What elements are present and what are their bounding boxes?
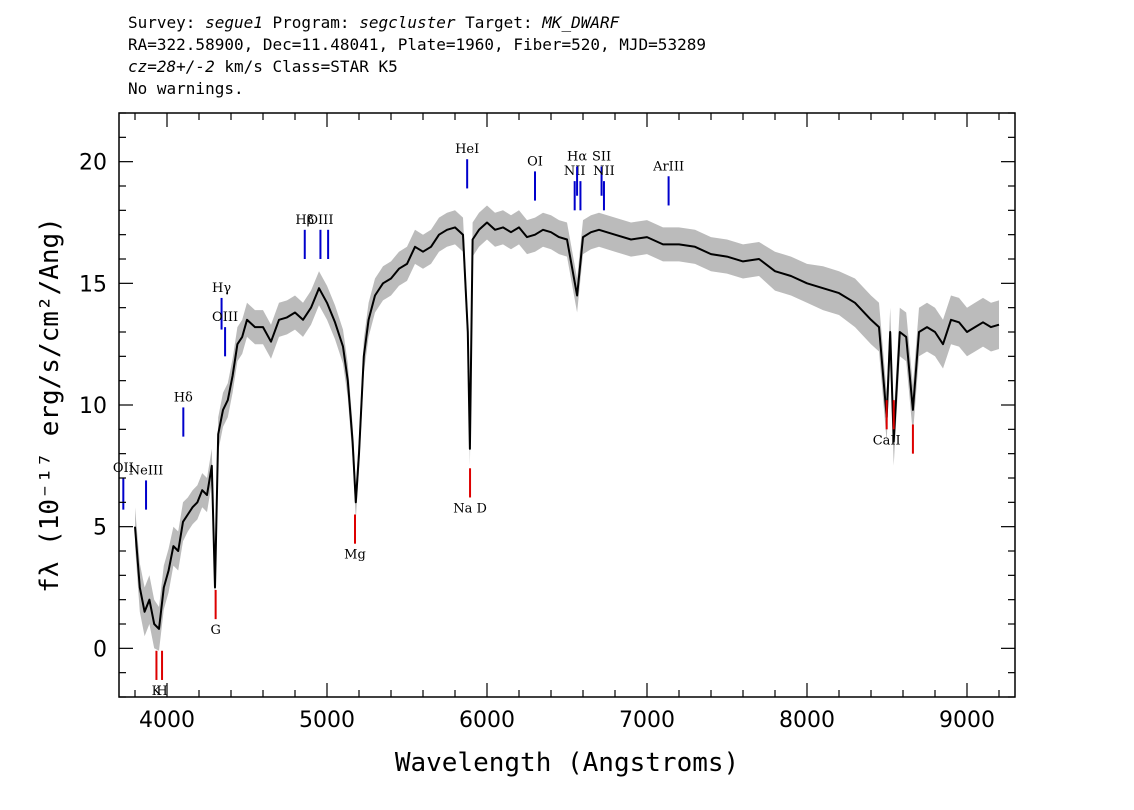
program-label: Program: bbox=[262, 13, 360, 32]
y-tick-label: 20 bbox=[79, 151, 107, 176]
absorption-line-label: K bbox=[152, 684, 162, 699]
y-axis-title: fλ (10⁻¹⁷ erg/s/cm²/Ang) bbox=[35, 217, 65, 593]
header-line-survey: Survey: segue1 Program: segcluster Targe… bbox=[128, 12, 706, 34]
emission-line-label: OIII bbox=[212, 310, 238, 325]
class-value: km/s Class=STAR K5 bbox=[214, 57, 398, 76]
header-line-class: cz=28+/-2 km/s Class=STAR K5 bbox=[128, 56, 706, 78]
emission-line-label: NII bbox=[593, 164, 615, 179]
y-tick-label: 5 bbox=[93, 516, 107, 541]
x-tick-label: 4000 bbox=[139, 708, 195, 733]
x-tick-label: 6000 bbox=[459, 708, 515, 733]
program-value: segcluster bbox=[359, 13, 456, 32]
absorption-line-label: Na D bbox=[453, 501, 487, 516]
emission-line-label: Hδ bbox=[174, 390, 193, 405]
spectrum-header: Survey: segue1 Program: segcluster Targe… bbox=[128, 12, 706, 100]
header-line-coordinates: RA=322.58900, Dec=11.48041, Plate=1960, … bbox=[128, 35, 706, 54]
x-axis-title: Wavelength (Angstroms) bbox=[395, 748, 739, 778]
emission-line-label: NeIII bbox=[129, 463, 163, 478]
absorption-line-label: CaII bbox=[873, 433, 901, 448]
y-tick-label: 15 bbox=[79, 272, 107, 297]
redshift-value: cz=28+/-2 bbox=[128, 57, 215, 76]
emission-line-label: SII bbox=[592, 150, 611, 165]
emission-line-label: OII bbox=[113, 461, 134, 476]
x-tick-label: 9000 bbox=[939, 708, 995, 733]
flux-series-line bbox=[134, 221, 1000, 630]
absorption-line-label: Mg bbox=[344, 548, 366, 563]
emission-line-label: ArIII bbox=[652, 159, 684, 174]
header-line-warnings: No warnings. bbox=[128, 79, 244, 98]
y-tick-label: 0 bbox=[93, 637, 107, 662]
emission-line-label: OI bbox=[527, 154, 543, 169]
absorption-line-label: G bbox=[210, 623, 220, 638]
survey-value: segue1 bbox=[205, 13, 263, 32]
emission-line-label: Hα bbox=[567, 150, 587, 165]
x-tick-label: 5000 bbox=[299, 708, 355, 733]
target-value: MK_DWARF bbox=[542, 13, 620, 32]
error-band bbox=[135, 205, 999, 651]
x-tick-label: 7000 bbox=[619, 708, 675, 733]
survey-label: Survey: bbox=[128, 13, 206, 32]
target-label: Target: bbox=[455, 13, 543, 32]
emission-line-label: NII bbox=[564, 164, 586, 179]
plot-frame bbox=[118, 112, 1016, 698]
y-tick-label: 10 bbox=[79, 394, 107, 419]
emission-line-label: Hγ bbox=[212, 281, 231, 296]
emission-line-label: HeI bbox=[455, 142, 479, 157]
x-tick-label: 8000 bbox=[779, 708, 835, 733]
emission-line-label: OIII bbox=[307, 213, 333, 228]
emission-line-label: Hβ bbox=[295, 213, 314, 228]
absorption-line-label: H bbox=[156, 684, 167, 699]
